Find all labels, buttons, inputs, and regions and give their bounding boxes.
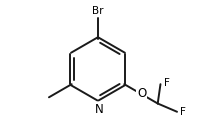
Text: F: F bbox=[164, 79, 170, 88]
Text: F: F bbox=[181, 108, 186, 117]
Text: N: N bbox=[95, 103, 104, 116]
Text: O: O bbox=[137, 87, 146, 100]
Text: Br: Br bbox=[92, 6, 104, 16]
